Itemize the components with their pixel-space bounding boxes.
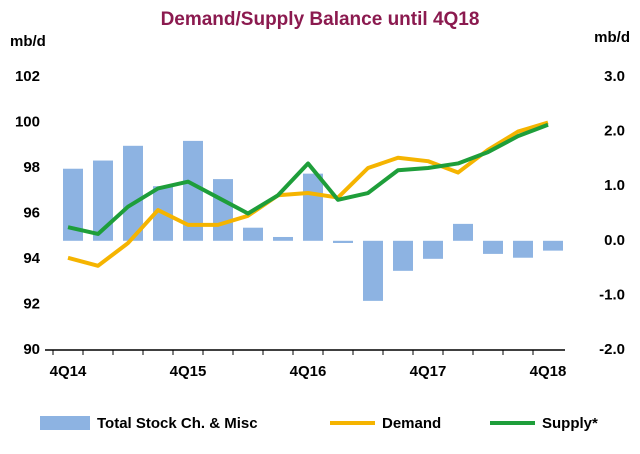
bar <box>543 240 563 251</box>
y2-axis-label: mb/d <box>594 29 630 46</box>
x-tick-label: 4Q15 <box>170 363 207 380</box>
x-tick-label: 4Q16 <box>290 363 327 380</box>
bar <box>63 168 83 241</box>
x-tick-label: 4Q17 <box>410 363 447 380</box>
bar <box>453 223 473 241</box>
y-tick-label: 100 <box>15 113 40 130</box>
bar <box>513 240 533 258</box>
chart-title: Demand/Supply Balance until 4Q18 <box>161 9 480 30</box>
bar <box>363 240 383 301</box>
bar <box>273 236 293 241</box>
y2-tick-label: 1.0 <box>604 177 625 194</box>
x-tick-label: 4Q14 <box>50 363 87 380</box>
y-tick-label: 92 <box>23 295 40 312</box>
legend-label: Total Stock Ch. & Misc <box>97 415 258 432</box>
bar <box>303 173 323 241</box>
y2-tick-label: -2.0 <box>599 341 625 358</box>
legend-swatch <box>40 416 90 430</box>
bar <box>483 240 503 254</box>
legend-label: Demand <box>382 415 441 432</box>
bar <box>333 240 353 243</box>
legend-label: Supply* <box>542 415 598 432</box>
y2-tick-label: 0.0 <box>604 232 625 249</box>
y-tick-label: 102 <box>15 68 40 85</box>
x-tick-label: 4Q18 <box>530 363 567 380</box>
y2-tick-label: -1.0 <box>599 286 625 303</box>
bar <box>213 179 233 241</box>
y-tick-label: 94 <box>23 250 40 267</box>
bar <box>93 160 113 241</box>
y2-tick-label: 2.0 <box>604 123 625 140</box>
bar <box>123 145 143 241</box>
y-axis-label: mb/d <box>10 33 46 50</box>
line <box>67 122 549 236</box>
line <box>67 120 549 268</box>
bar <box>423 240 443 259</box>
y-tick-label: 96 <box>23 204 40 221</box>
y2-tick-label: 3.0 <box>604 68 625 85</box>
bar <box>183 140 203 241</box>
y-tick-label: 90 <box>23 341 40 358</box>
bar <box>243 227 263 241</box>
y-tick-label: 98 <box>23 159 40 176</box>
bar <box>393 240 413 271</box>
